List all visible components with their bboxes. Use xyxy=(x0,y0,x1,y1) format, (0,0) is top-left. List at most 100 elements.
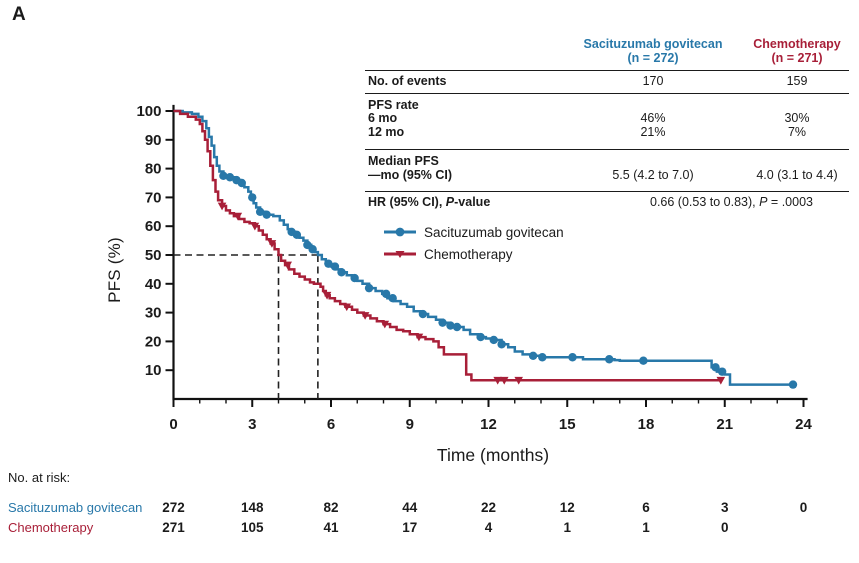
hr-row: HR (95% CI), P-value 0.66 (0.53 to 0.83)… xyxy=(365,192,849,210)
censor-circle xyxy=(364,283,374,293)
risk-count: 1 xyxy=(642,520,650,535)
risk-count: 1 xyxy=(563,520,571,535)
risk-count: 41 xyxy=(323,520,339,535)
censor-triangle xyxy=(360,312,370,320)
x-tick-label: 0 xyxy=(169,416,177,433)
risk-count: 44 xyxy=(402,500,418,515)
censor-circle xyxy=(388,294,397,303)
censor-triangle xyxy=(283,261,292,270)
km-curve-chemo xyxy=(173,109,723,382)
censor-circle xyxy=(717,367,727,376)
y-tick-label: 30 xyxy=(145,305,162,322)
x-tick-label: 15 xyxy=(559,416,576,433)
censor-circle xyxy=(476,332,485,342)
censor-triangle xyxy=(217,202,227,211)
censor-circle xyxy=(446,321,455,330)
censor-triangle xyxy=(499,376,509,385)
censor-circle xyxy=(788,380,798,389)
censor-circle xyxy=(292,230,302,240)
x-tick-label: 9 xyxy=(406,416,414,433)
censor-circle xyxy=(255,207,265,216)
censor-circle xyxy=(497,340,506,349)
risk-count: 148 xyxy=(241,500,264,515)
chemo-line-triangle-swatch xyxy=(384,251,416,258)
y-tick-label: 60 xyxy=(145,218,162,235)
pfs-12mo-chemo-value: 7% xyxy=(787,124,807,139)
chemo-column-n: (n = 271) xyxy=(771,50,823,65)
pfs-rate-label: PFS rate xyxy=(368,97,419,112)
censor-triangle xyxy=(493,376,502,385)
x-tick-label: 3 xyxy=(248,416,256,433)
censor-circle xyxy=(350,273,359,283)
pfs-rate-title-row: PFS rate xyxy=(365,97,849,113)
censor-circle xyxy=(219,171,228,180)
y-tick-label: 10 xyxy=(145,362,162,379)
panel-label: A xyxy=(12,4,26,25)
summary-table: Sacituzumab govitecan (n = 272) Chemothe… xyxy=(365,36,849,210)
risk-count: 82 xyxy=(323,500,338,515)
censor-triangle xyxy=(716,376,726,385)
censor-circle xyxy=(308,245,317,254)
pfs-6mo-chemo-value: 30% xyxy=(784,111,810,125)
median-pfs-block: Median PFS —mo (95% CI) 5.5 (4.2 to 7.0)… xyxy=(365,150,849,192)
risk-count: 6 xyxy=(642,500,650,515)
x-tick-label: 24 xyxy=(795,416,812,433)
pfs-6mo-label: 6 mo xyxy=(368,111,398,125)
x-tick-label: 6 xyxy=(327,416,335,433)
median-label-line2: —mo (95% CI) xyxy=(368,167,453,182)
censor-triangle xyxy=(267,240,277,248)
pfs-rate-block: PFS rate 6 mo 46% 30% 12 mo 21% 7% xyxy=(365,94,849,150)
pfs-rate-6mo-row: 6 mo 46% 30% xyxy=(365,111,849,126)
risk-count: 0 xyxy=(800,500,808,515)
summary-header-row: Sacituzumab govitecan (n = 272) Chemothe… xyxy=(365,36,849,71)
risk-count: 22 xyxy=(481,500,496,515)
y-tick-label: 70 xyxy=(145,189,162,206)
y-tick-label: 100 xyxy=(136,103,161,120)
hr-value: 0.66 (0.53 to 0.83), P = .0003 xyxy=(650,195,813,209)
risk-count: 12 xyxy=(560,500,575,515)
y-tick-label: 20 xyxy=(145,333,162,350)
risk-count: 271 xyxy=(162,520,185,535)
y-tick-label: 80 xyxy=(145,161,162,178)
censor-circle xyxy=(381,289,391,299)
risk-row-label-sg: Sacituzumab govitecan xyxy=(8,500,143,515)
censor-circle xyxy=(438,318,447,327)
censor-triangle xyxy=(380,320,390,329)
y-tick-label: 40 xyxy=(145,276,162,293)
y-tick-label: 50 xyxy=(145,247,162,264)
censor-circle xyxy=(262,210,271,219)
pfs-12mo-sg-value: 21% xyxy=(640,124,666,139)
legend-item-chemo: Chemotherapy xyxy=(383,243,564,265)
summary-header-sg: Sacituzumab govitecan (n = 272) xyxy=(561,37,745,65)
events-sg-value: 170 xyxy=(642,74,664,88)
summary-header-chemo: Chemotherapy (n = 271) xyxy=(745,37,849,65)
events-chemo-value: 159 xyxy=(786,74,808,88)
risk-count: 105 xyxy=(241,520,264,535)
legend-label-chemo: Chemotherapy xyxy=(424,246,513,262)
risk-count: 0 xyxy=(721,520,729,535)
pfs-6mo-sg-value: 46% xyxy=(640,111,666,125)
summary-header-spacer xyxy=(365,38,561,65)
censor-triangle xyxy=(342,303,352,312)
legend-item-sg: Sacituzumab govitecan xyxy=(383,221,564,243)
x-tick-label: 12 xyxy=(480,416,497,433)
legend: Sacituzumab govitecan Chemotherapy xyxy=(383,221,564,265)
censor-circle xyxy=(639,356,648,365)
censor-circle xyxy=(528,351,538,360)
censor-circle xyxy=(605,355,614,364)
median-title-row: Median PFS xyxy=(365,154,849,169)
x-axis-title: Time (months) xyxy=(436,445,550,465)
censor-triangle xyxy=(414,333,424,342)
censor-circle xyxy=(418,309,428,319)
sg-column-name: Sacituzumab govitecan xyxy=(583,37,723,51)
censor-circle xyxy=(330,262,340,271)
censor-circle xyxy=(248,193,257,202)
censor-circle xyxy=(237,178,246,188)
median-label-line1: Median PFS xyxy=(368,154,439,168)
censor-circle xyxy=(337,268,346,277)
median-chemo-value: 4.0 (3.1 to 4.4) xyxy=(756,167,838,182)
legend-label-sg: Sacituzumab govitecan xyxy=(424,224,564,240)
censor-circle xyxy=(489,335,498,345)
censor-triangle xyxy=(250,222,260,231)
